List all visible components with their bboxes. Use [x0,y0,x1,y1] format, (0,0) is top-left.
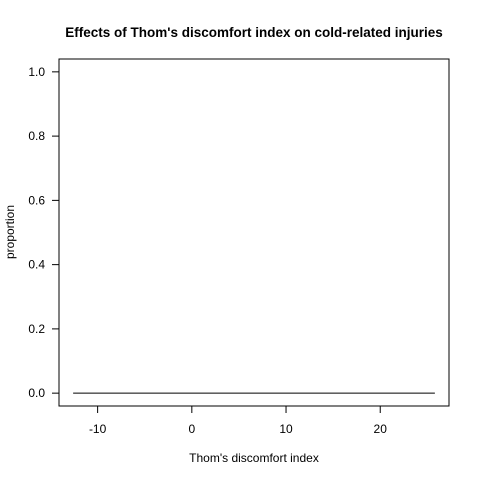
y-axis: 0.0 0.2 0.4 0.6 0.8 1.0 [28,65,60,400]
y-tick-label: 0.2 [28,322,45,336]
y-tick-label: 0.6 [28,193,45,207]
x-tick-label: 10 [279,422,293,436]
y-tick-label: 0.8 [28,129,45,143]
y-tick-label: 1.0 [28,65,45,79]
x-axis-label: Thom's discomfort index [189,451,319,465]
y-tick-label: 0.4 [28,258,45,272]
y-axis-label: proportion [3,205,17,259]
x-tick-label: 0 [188,422,195,436]
y-tick-label: 0.0 [28,386,45,400]
x-tick-label: 20 [374,422,388,436]
x-axis: -10 0 10 20 [89,405,388,436]
x-tick-label: -10 [89,422,107,436]
plot-frame [58,58,450,407]
chart-title: Effects of Thom's discomfort index on co… [65,25,443,40]
